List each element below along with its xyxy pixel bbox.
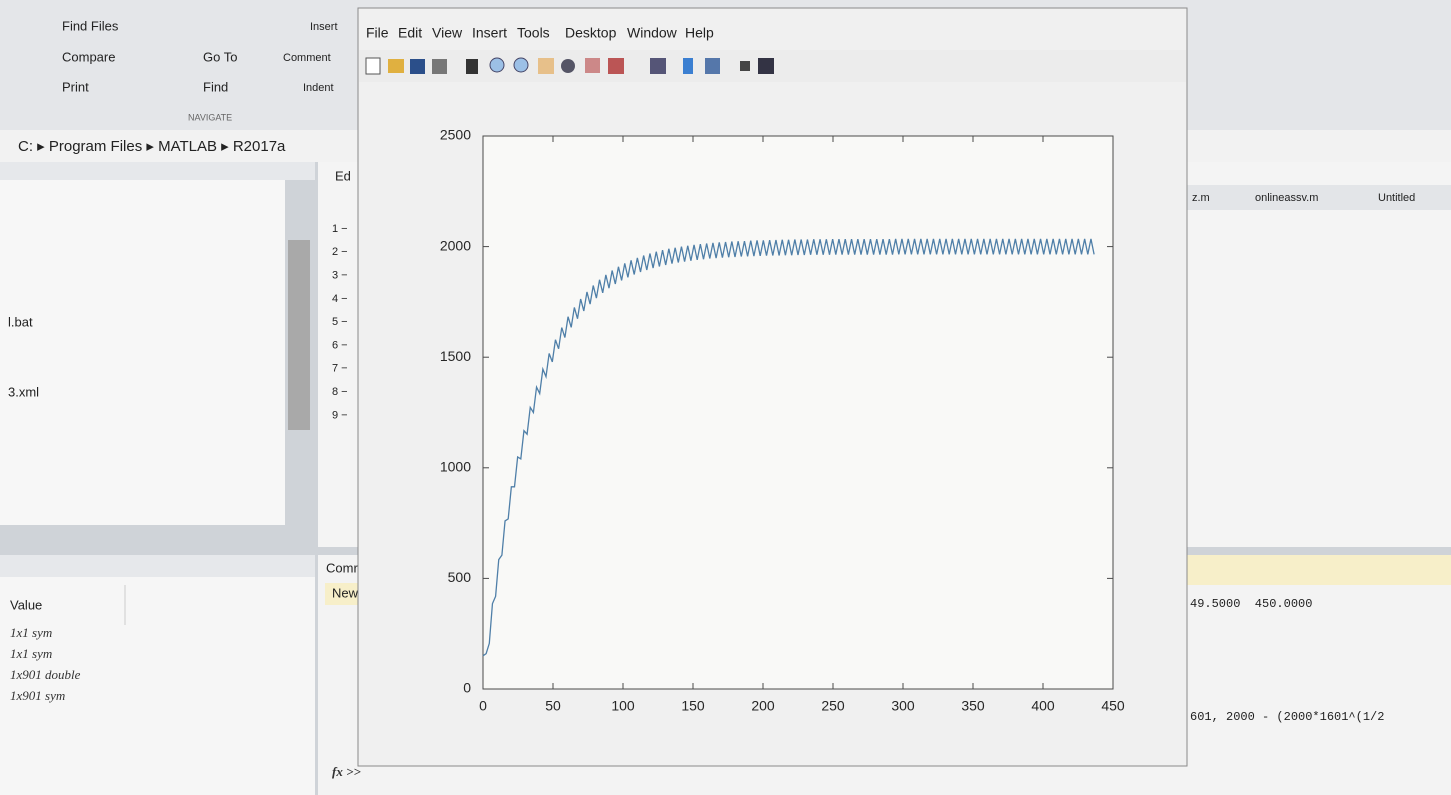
editor-tabs xyxy=(1187,185,1451,210)
line-number: 9 − xyxy=(332,409,348,421)
new-button[interactable] xyxy=(325,583,365,605)
toolstrip-label[interactable]: Go To xyxy=(203,49,237,64)
toolstrip-label[interactable]: Comment xyxy=(283,52,331,64)
menu-item[interactable]: Desktop xyxy=(565,25,617,41)
line-number: 8 − xyxy=(332,386,348,398)
x-tick-label: 100 xyxy=(611,698,635,714)
toolstrip-label[interactable]: Indent xyxy=(303,82,334,94)
x-tick-label: 150 xyxy=(681,698,705,714)
menu-item[interactable]: Insert xyxy=(472,25,507,41)
menu-item[interactable]: Edit xyxy=(398,25,422,41)
toolbar-icons xyxy=(365,57,774,75)
y-tick-label: 2500 xyxy=(440,127,471,143)
toolstrip-label[interactable]: Find xyxy=(203,79,228,94)
line-number: 7 − xyxy=(332,363,348,375)
workspace xyxy=(0,577,315,795)
section-label: NAVIGATE xyxy=(188,112,232,122)
panel-header xyxy=(0,555,315,577)
new-label[interactable]: New xyxy=(332,585,359,600)
x-tick-label: 450 xyxy=(1101,698,1125,714)
workspace-value: 1x901 sym xyxy=(10,688,65,703)
y-tick-label: 500 xyxy=(448,569,472,585)
y-tick-label: 0 xyxy=(463,680,471,696)
column-header: Value xyxy=(10,597,42,612)
file-name[interactable]: 3.xml xyxy=(8,384,39,399)
line-number: 3 − xyxy=(332,270,348,282)
line-number: 6 − xyxy=(332,339,348,351)
workspace-value: 1x901 double xyxy=(10,667,81,682)
command-output: 49.5000 450.0000 xyxy=(1190,597,1312,611)
x-tick-label: 0 xyxy=(479,698,487,714)
editor-tab[interactable]: Untitled xyxy=(1378,192,1415,204)
scrollbar xyxy=(288,240,310,430)
menu-item[interactable]: Window xyxy=(627,25,678,41)
y-tick-label: 2000 xyxy=(440,237,471,253)
workspace-value: 1x1 sym xyxy=(10,646,52,661)
menu-item[interactable]: Tools xyxy=(517,25,550,41)
line-number: 1 − xyxy=(332,223,348,235)
y-tick-label: 1000 xyxy=(440,459,471,475)
line-number: 5 − xyxy=(332,316,348,328)
notice-bar xyxy=(1187,555,1451,585)
data-line xyxy=(482,238,1095,657)
toolstrip-label[interactable]: Print xyxy=(62,79,89,94)
y-tick-label: 1500 xyxy=(440,348,471,364)
x-tick-label: 350 xyxy=(961,698,985,714)
toolstrip-label[interactable]: Compare xyxy=(62,49,115,64)
menu-item[interactable]: View xyxy=(432,25,463,41)
address-path[interactable]: C: ▸ Program Files ▸ MATLAB ▸ R2017a xyxy=(18,138,286,155)
workspace-value: 1x1 sym xyxy=(10,625,52,640)
figure-window xyxy=(357,7,1188,767)
editor-tab[interactable]: onlineassv.m xyxy=(1255,192,1318,204)
x-tick-label: 300 xyxy=(891,698,915,714)
menu-item[interactable]: File xyxy=(366,25,389,41)
file-browser xyxy=(0,180,285,525)
line-number: 4 − xyxy=(332,293,348,305)
x-tick-label: 200 xyxy=(751,698,775,714)
file-name[interactable]: l.bat xyxy=(8,314,33,329)
toolstrip-label[interactable]: Find Files xyxy=(62,18,119,33)
editor-tab[interactable]: z.m xyxy=(1192,192,1210,204)
panel-title: Comr xyxy=(326,560,358,575)
prompt[interactable]: fx >> xyxy=(332,764,361,779)
x-tick-label: 50 xyxy=(545,698,561,714)
x-tick-label: 400 xyxy=(1031,698,1055,714)
x-tick-label: 250 xyxy=(821,698,845,714)
command-output: 601, 2000 - (2000*1601^(1/2 xyxy=(1190,710,1384,724)
panel-header xyxy=(0,162,315,180)
line-number: 2 − xyxy=(332,246,348,258)
axes-box xyxy=(482,135,1114,690)
editor-tab[interactable]: Ed xyxy=(335,168,351,183)
toolstrip-label[interactable]: Insert xyxy=(310,21,338,33)
menu-item[interactable]: Help xyxy=(685,25,714,41)
